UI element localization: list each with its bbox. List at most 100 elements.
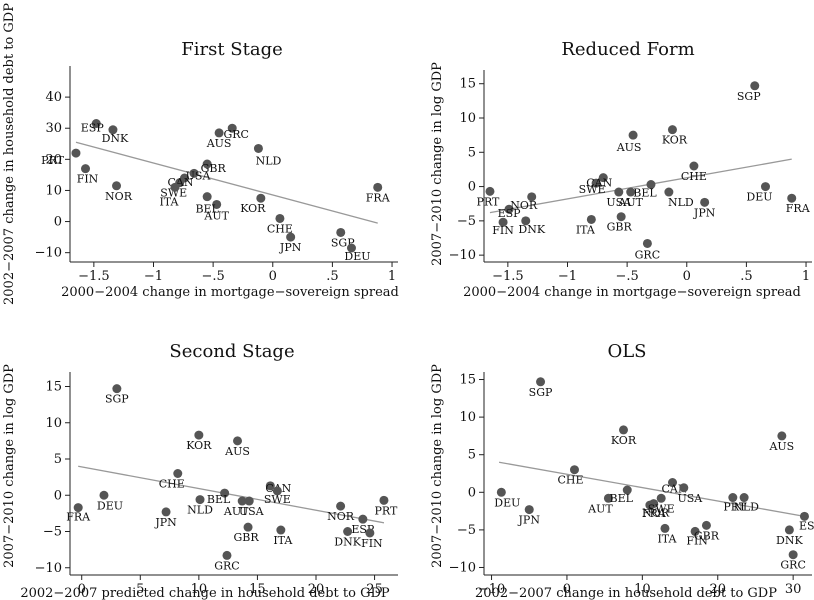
data-point-che: [173, 469, 183, 478]
data-point-fra: [73, 503, 83, 513]
data-point-deu: [496, 487, 506, 497]
point-label-fra: FRA: [786, 202, 811, 215]
data-point-sgp: [112, 384, 122, 394]
data-point-can: [598, 173, 608, 183]
y-tick-label: −10: [35, 246, 62, 261]
chart-title: Second Stage: [169, 341, 294, 362]
point-label-deu: DEU: [746, 191, 772, 204]
point-label-grc: GRC: [223, 128, 249, 141]
y-tick-label: 10: [459, 111, 476, 126]
data-point-gbr: [616, 212, 626, 222]
y-tick-label: −5: [457, 214, 476, 229]
data-point-prt: [728, 493, 738, 503]
data-point-nld: [664, 187, 674, 197]
data-point-ita: [276, 525, 286, 535]
point-label-jpn: JPN: [279, 241, 302, 254]
point-label-sgp: SGP: [105, 393, 129, 406]
point-label-kor: KOR: [240, 202, 266, 215]
data-point-aus: [628, 130, 638, 140]
point-label-kor: KOR: [611, 434, 637, 447]
data-point-esp: [358, 514, 368, 524]
point-label-kor: KOR: [186, 439, 212, 452]
point-label-nld: NLD: [733, 501, 759, 514]
y-tick-label: 15: [45, 380, 62, 395]
data-point-bel: [646, 180, 656, 190]
data-point-prt: [485, 186, 495, 196]
data-point-kor: [667, 125, 677, 135]
x-tick-label: −1: [558, 269, 577, 284]
point-label-usa: USA: [677, 492, 703, 505]
data-point-deu: [760, 182, 770, 192]
data-point-gbr: [701, 520, 711, 530]
data-point-aus: [233, 436, 243, 446]
y-tick-label: 0: [468, 180, 476, 195]
chart-title: First Stage: [181, 39, 283, 60]
point-label-dnk: DNK: [334, 536, 361, 549]
point-label-bel: BEL: [633, 187, 657, 200]
x-tick-label: 30: [785, 582, 802, 597]
data-point-che: [689, 161, 699, 171]
point-label-deu: DEU: [97, 499, 123, 512]
point-label-swe: SWE: [579, 183, 606, 196]
y-tick-label: −10: [449, 248, 476, 263]
x-tick-label: 0: [563, 582, 571, 597]
point-label-nor: NOR: [642, 507, 670, 520]
point-label-fra: FRA: [366, 191, 391, 204]
x-tick-label: 15: [249, 582, 266, 597]
data-point-gbr: [202, 159, 212, 169]
y-tick-label: −10: [35, 561, 62, 576]
y-tick-label: 30: [45, 121, 62, 136]
point-label-bel: BEL: [195, 203, 219, 216]
panel-first-stage: First Stage 2000−2004 change in mortgage…: [2, 3, 399, 305]
point-label-ita: ITA: [576, 223, 596, 236]
point-label-aut: AUT: [203, 209, 229, 222]
x-tick-label: .5: [740, 269, 752, 284]
data-point-aut: [212, 199, 222, 209]
point-label-gbr: GBR: [694, 529, 720, 542]
point-label-aut: AUT: [587, 502, 613, 515]
x-tick-label: −.5: [615, 269, 638, 284]
data-point-jpn: [161, 507, 171, 517]
x-tick-label: −10: [478, 582, 505, 597]
data-point-nor: [336, 501, 346, 511]
point-label-deu: DEU: [344, 250, 370, 263]
point-label-esp: ESP: [81, 122, 105, 135]
point-label-che: CHE: [159, 478, 185, 491]
panel-reduced-form: Reduced Form 2000−2004 change in mortgag…: [430, 39, 812, 300]
fitted-line: [78, 465, 385, 524]
point-label-grc: GRC: [780, 559, 806, 572]
point-label-fin: FIN: [361, 537, 383, 550]
point-label-dnk: DNK: [102, 132, 129, 145]
data-point-usa: [679, 483, 689, 493]
point-label-prt: PRT: [41, 154, 64, 167]
data-point-bel: [220, 488, 230, 498]
point-label-fin: FIN: [77, 173, 99, 186]
point-label-che: CHE: [267, 222, 293, 235]
point-label-nor: NOR: [327, 510, 355, 523]
point-label-gbr: GBR: [607, 221, 633, 234]
point-label-che: CHE: [557, 474, 583, 487]
panel-ols: OLS 2002−2007 change in household debt t…: [430, 341, 814, 600]
point-label-swe: SWE: [264, 493, 291, 506]
data-point-nld: [195, 495, 205, 505]
x-tick-label: −.5: [201, 269, 224, 284]
x-tick-label: .5: [326, 269, 338, 284]
data-point-usa: [244, 496, 254, 506]
point-label-aus: AUS: [768, 440, 794, 453]
point-label-swe: SWE: [160, 187, 187, 200]
y-tick-label: 10: [45, 183, 62, 198]
data-point-dnk: [784, 525, 794, 535]
point-label-aut: AUT: [223, 505, 249, 518]
data-point-nor: [649, 499, 659, 509]
data-point-ita: [586, 214, 596, 224]
x-tick-label: 20: [308, 582, 325, 597]
point-label-nor: NOR: [105, 190, 133, 203]
y-axis-label: 2007−2010 change in log GDP: [2, 364, 17, 568]
y-axis-label: 2002−2007 change in household debt to GD…: [2, 3, 17, 305]
point-label-aus: AUS: [206, 137, 232, 150]
fitted-line: [498, 461, 805, 517]
data-point-fin: [81, 164, 91, 174]
x-tick-label: 0: [78, 582, 86, 597]
y-axis-label: 2007−2010 change in log GDP: [430, 364, 445, 568]
